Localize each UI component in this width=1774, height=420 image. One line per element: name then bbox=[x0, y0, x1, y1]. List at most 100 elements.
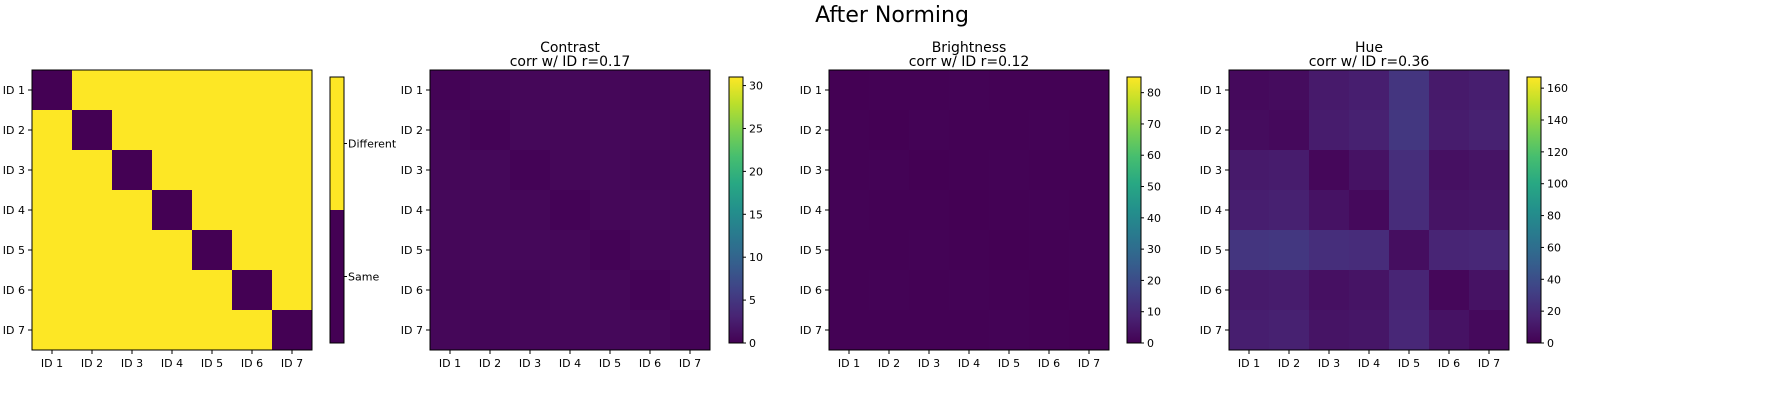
heatmap-cell bbox=[1429, 70, 1470, 111]
colorbar-tick-label: 40 bbox=[1547, 273, 1561, 286]
heatmap-cell bbox=[1029, 110, 1070, 151]
x-tick-label: ID 4 bbox=[1358, 357, 1380, 370]
x-tick-label: ID 1 bbox=[838, 357, 860, 370]
x-tick-label: ID 4 bbox=[559, 357, 581, 370]
y-tick-label: ID 6 bbox=[3, 284, 25, 297]
heatmap-cell bbox=[949, 110, 990, 151]
heatmap-cell bbox=[590, 190, 631, 231]
heatmap-cell bbox=[1429, 150, 1470, 191]
heatmap-cell bbox=[1389, 310, 1430, 351]
heatmap-cell bbox=[112, 70, 153, 111]
heatmap-cell bbox=[510, 110, 551, 151]
heatmap-cell bbox=[470, 230, 511, 271]
y-tick-label: ID 2 bbox=[401, 124, 423, 137]
heatmap-cell bbox=[32, 110, 73, 151]
heatmap-cell bbox=[670, 190, 711, 231]
heatmap-cell bbox=[470, 190, 511, 231]
heatmap-cell bbox=[1349, 190, 1390, 231]
heatmap-cell bbox=[1309, 70, 1350, 111]
heatmap-cell bbox=[1349, 230, 1390, 271]
colorbar-tick-label: 0 bbox=[1547, 337, 1554, 350]
colorbar-tick-label: Different bbox=[348, 138, 397, 151]
x-tick-label: ID 3 bbox=[1318, 357, 1340, 370]
panel-title: Hue bbox=[1355, 40, 1383, 56]
heatmap-cell bbox=[1429, 190, 1470, 231]
heatmap-cell bbox=[949, 310, 990, 351]
y-tick-label: ID 7 bbox=[1200, 324, 1222, 337]
heatmap-cell bbox=[909, 310, 950, 351]
heatmap-cell bbox=[1389, 270, 1430, 311]
y-tick-label: ID 3 bbox=[800, 164, 822, 177]
heatmap-cell bbox=[1229, 190, 1270, 231]
heatmap-cell bbox=[1069, 310, 1110, 351]
heatmap-cell bbox=[1349, 310, 1390, 351]
heatmap-cell bbox=[550, 270, 591, 311]
heatmap-cell bbox=[869, 270, 910, 311]
x-tick-label: ID 1 bbox=[41, 357, 63, 370]
heatmap-cell bbox=[32, 310, 73, 351]
y-tick-label: ID 6 bbox=[401, 284, 423, 297]
heatmap-cell bbox=[1029, 230, 1070, 271]
y-tick-label: ID 5 bbox=[401, 244, 423, 257]
colorbar-frame bbox=[1126, 76, 1142, 344]
heatmap-cell bbox=[72, 310, 113, 351]
colorbar-tick-label: Same bbox=[348, 271, 379, 284]
x-tick-label: ID 6 bbox=[1038, 357, 1060, 370]
colorbar-fill bbox=[1527, 77, 1541, 343]
heatmap-cell bbox=[430, 190, 471, 231]
colorbar-frame bbox=[1526, 76, 1542, 344]
colorbar-segment-different bbox=[330, 77, 344, 210]
x-tick-label: ID 2 bbox=[1278, 357, 1300, 370]
x-tick-label: ID 2 bbox=[479, 357, 501, 370]
y-tick-label: ID 1 bbox=[3, 84, 25, 97]
heatmap-cell bbox=[1229, 70, 1270, 111]
x-tick-label: ID 4 bbox=[958, 357, 980, 370]
heatmap-cell bbox=[630, 230, 671, 271]
heatmap-cell bbox=[470, 150, 511, 191]
heatmap-cell bbox=[192, 150, 233, 191]
y-tick-label: ID 4 bbox=[800, 204, 822, 217]
colorbar-tick-label: 80 bbox=[1147, 87, 1161, 100]
heatmap-cell bbox=[1269, 270, 1310, 311]
heatmap-cell bbox=[1469, 230, 1510, 271]
y-tick-label: ID 6 bbox=[800, 284, 822, 297]
heatmap-cell bbox=[1029, 270, 1070, 311]
heatmap-cell bbox=[272, 70, 313, 111]
heatmap-cell bbox=[630, 70, 671, 111]
heatmap-cell bbox=[829, 270, 870, 311]
heatmap-cell bbox=[72, 230, 113, 271]
heatmap-cell bbox=[630, 150, 671, 191]
colorbar-fill bbox=[1127, 77, 1141, 343]
heatmap-cell bbox=[272, 190, 313, 231]
heatmap-cell bbox=[989, 190, 1030, 231]
y-tick-label: ID 4 bbox=[401, 204, 423, 217]
heatmap-cell bbox=[989, 310, 1030, 351]
heatmap-cell bbox=[989, 110, 1030, 151]
heatmap-cell bbox=[1389, 70, 1430, 111]
heatmap-cell bbox=[1269, 230, 1310, 271]
y-tick-label: ID 5 bbox=[1200, 244, 1222, 257]
heatmap-cell bbox=[869, 310, 910, 351]
colorbar-tick-label: 60 bbox=[1147, 149, 1161, 162]
heatmap-cell bbox=[1469, 190, 1510, 231]
y-tick-label: ID 2 bbox=[3, 124, 25, 137]
heatmap-cell bbox=[1309, 310, 1350, 351]
colorbar-tick-label: 120 bbox=[1547, 146, 1568, 159]
heatmap-cell bbox=[869, 230, 910, 271]
heatmap-cell bbox=[829, 310, 870, 351]
y-tick-label: ID 1 bbox=[800, 84, 822, 97]
colorbar-tick-label: 30 bbox=[1147, 243, 1161, 256]
colorbar-tick-label: 60 bbox=[1547, 241, 1561, 254]
heatmap-cell bbox=[1469, 270, 1510, 311]
panel-title: Contrast bbox=[540, 40, 600, 56]
heatmap-cell bbox=[232, 70, 273, 111]
heatmap-cell bbox=[1349, 110, 1390, 151]
heatmap-cell bbox=[829, 110, 870, 151]
heatmap-cell bbox=[72, 110, 113, 151]
x-tick-label: ID 7 bbox=[679, 357, 701, 370]
heatmap-cell bbox=[112, 150, 153, 191]
heatmap-cell bbox=[550, 70, 591, 111]
x-tick-label: ID 1 bbox=[1238, 357, 1260, 370]
y-tick-label: ID 2 bbox=[1200, 124, 1222, 137]
